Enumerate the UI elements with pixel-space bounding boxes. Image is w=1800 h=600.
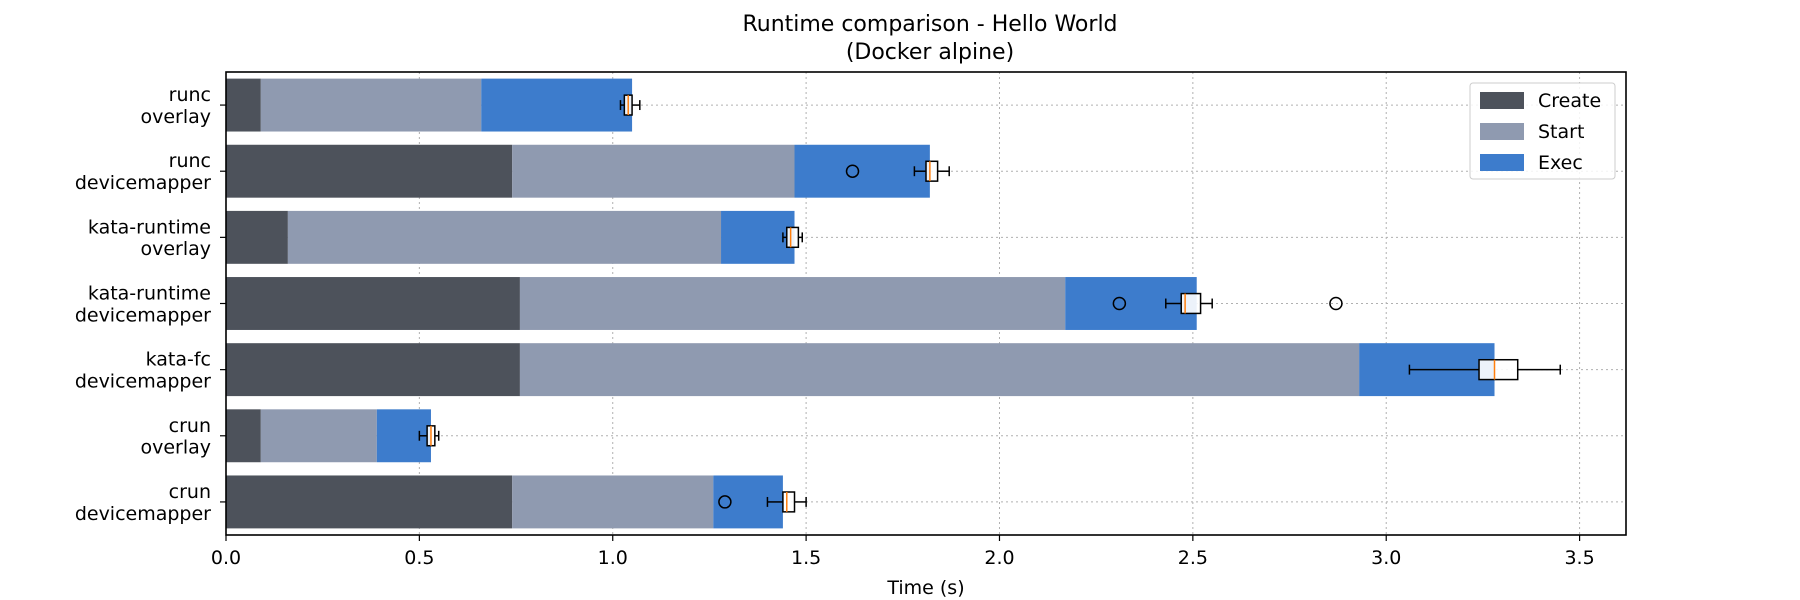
boxplot-2	[782, 226, 803, 249]
legend-swatch-exec	[1480, 154, 1524, 171]
x-tick-label-7: 3.5	[1564, 547, 1594, 569]
bar-start-1	[512, 144, 795, 198]
y-tick-label-line-0-1: overlay	[140, 106, 211, 128]
chart-title: Runtime comparison - Hello World	[742, 12, 1117, 37]
chart-subtitle: (Docker alpine)	[846, 40, 1014, 65]
outlier-point-1-0	[845, 164, 860, 178]
y-tick-label-line-1-1: devicemapper	[75, 172, 211, 194]
legend-label-exec: Exec	[1538, 152, 1583, 174]
outlier-point-3-1	[1329, 296, 1343, 311]
box-iqr-1	[925, 160, 939, 182]
x-tick-label-2: 1.0	[598, 547, 628, 569]
bar-start-5	[260, 409, 377, 463]
y-tick-label-line-2-0: kata-runtime	[88, 216, 211, 238]
y-tick-label-2: kata-runtime overlay	[88, 216, 211, 260]
boxplot-4	[1408, 358, 1562, 381]
y-tick-label-line-6-0: crun	[169, 481, 211, 503]
outlier-point-6-0	[718, 495, 732, 509]
boxplots	[418, 94, 1562, 513]
y-tick-label-line-6-1: devicemapper	[75, 503, 211, 525]
bar-create-2	[226, 210, 288, 264]
legend: Create Start Exec	[1469, 82, 1616, 180]
bar-create-5	[226, 409, 261, 463]
box-iqr-3	[1180, 292, 1202, 315]
x-tick-label-4: 2.0	[984, 547, 1014, 569]
bar-create-4	[226, 343, 520, 397]
y-tick-label-0: runc overlay	[140, 84, 211, 128]
y-tick-label-6: crun devicemapper	[75, 481, 211, 525]
boxplot-3	[1112, 292, 1343, 315]
outlier-point-3-0	[1112, 296, 1127, 311]
y-tick-label-line-5-1: overlay	[140, 437, 211, 459]
y-tick-label-line-3-0: kata-runtime	[88, 283, 211, 305]
y-tick-label-5: crun overlay	[140, 415, 211, 459]
bar-create-0	[226, 78, 261, 132]
y-tick-label-line-5-0: crun	[169, 415, 211, 437]
legend-swatch-create	[1480, 92, 1524, 109]
bar-start-2	[287, 210, 722, 264]
bar-exec-1	[794, 144, 930, 198]
box-iqr-2	[786, 226, 800, 249]
bar-start-4	[519, 343, 1360, 397]
box-iqr-6	[782, 491, 796, 513]
x-tick-label-5: 2.5	[1178, 547, 1208, 569]
bar-start-0	[260, 78, 482, 132]
x-tick-label-0: 0.0	[211, 547, 241, 569]
bar-create-1	[226, 144, 513, 198]
y-tick-label-line-4-0: kata-fc	[146, 349, 211, 371]
bar-create-6	[226, 475, 513, 529]
legend-label-create: Create	[1538, 90, 1601, 112]
boxplot-1	[845, 160, 950, 182]
bar-exec-0	[481, 78, 633, 132]
bar-create-3	[226, 277, 520, 330]
boxplot-6	[718, 491, 807, 513]
y-tick-label-line-3-1: devicemapper	[75, 304, 211, 326]
x-axis-label: Time (s)	[886, 577, 964, 599]
boxplot-0	[619, 94, 641, 116]
y-tick-label-1: runc devicemapper	[75, 150, 211, 194]
y-tick-label-line-1-0: runc	[169, 150, 211, 172]
y-tick-label-3: kata-runtime devicemapper	[75, 283, 211, 327]
legend-swatch-start	[1480, 123, 1524, 140]
x-tick-label-1: 0.5	[404, 547, 434, 569]
boxplot-5	[418, 425, 440, 447]
box-iqr-4	[1478, 358, 1519, 381]
x-tick-label-6: 3.0	[1371, 547, 1401, 569]
y-tick-label-line-4-1: devicemapper	[75, 370, 211, 392]
bar-start-6	[512, 475, 714, 529]
legend-label-start: Start	[1538, 121, 1584, 143]
y-tick-label-4: kata-fc devicemapper	[75, 349, 211, 393]
x-axis-ticks: 0.0 0.5 1.0 1.5 2.0 2.5 3.0 3.5	[211, 535, 1595, 569]
y-tick-label-line-0-0: runc	[169, 84, 211, 106]
stacked-bars	[226, 78, 1495, 529]
y-tick-label-line-2-1: overlay	[140, 238, 211, 260]
x-tick-label-3: 1.5	[791, 547, 821, 569]
bar-start-3	[519, 277, 1066, 330]
